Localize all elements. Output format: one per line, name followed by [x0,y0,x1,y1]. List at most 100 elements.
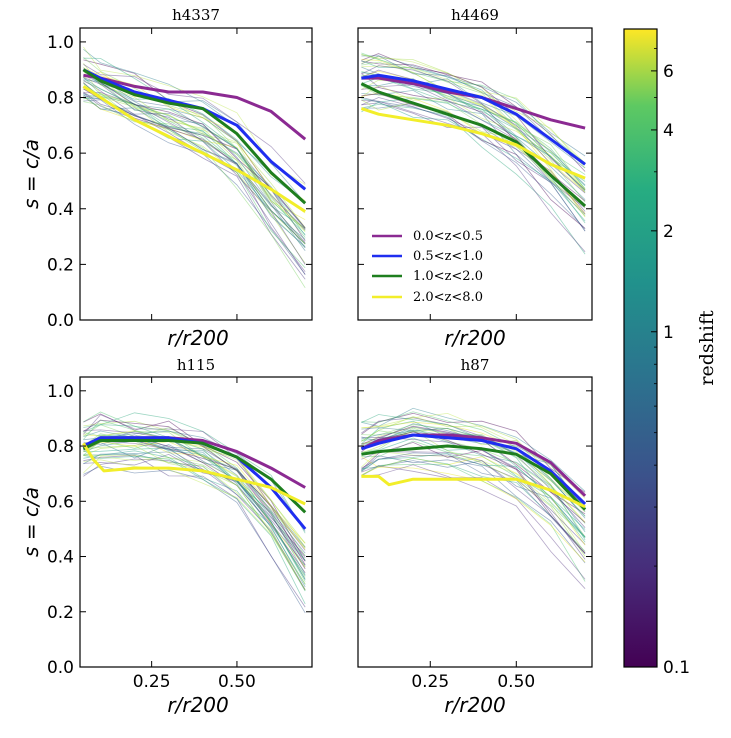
snapshot-curve [361,421,586,523]
snapshot-curve [83,98,306,240]
y-tick-label: 0.4 [47,548,74,568]
snapshot-curve [83,101,306,232]
snapshot-curve [83,424,306,575]
snapshot-curve [83,94,306,229]
snapshot-curve [83,79,306,236]
snapshot-curve [361,414,586,538]
series-line-3 [82,85,307,213]
y-tick-label: 1.0 [47,33,74,53]
snapshot-curve [83,70,306,229]
y-tick-label: 0.8 [47,89,74,109]
x-axis-label: r/r200 [167,326,228,350]
snapshot-curve [83,433,306,591]
snapshot-curve [83,59,306,242]
colorbar-tick-label: 0.1 [663,658,690,678]
snapshot-curve [361,60,586,191]
colorbar-tick-label: 2 [663,222,674,242]
plot-frame [357,376,593,668]
snapshot-curve [361,53,586,203]
snapshot-curve [83,83,306,264]
snapshot-curve [83,63,306,245]
series-line-3 [82,442,306,506]
snapshot-curve [83,71,306,214]
snapshot-curve [83,434,306,580]
y-tick-label: 0.0 [47,658,74,678]
x-axis-label: r/r200 [444,693,505,717]
series-line-2 [360,82,587,208]
snapshot-curve [83,96,306,247]
x-tick-label: 0.50 [497,672,535,692]
panel-title: h4469 [451,6,499,24]
snapshot-curve [361,454,586,545]
plot-frame [357,27,593,321]
y-tick-label: 0.4 [47,200,74,220]
snapshot-curve [361,453,586,530]
colorbar-tick-label: 4 [663,121,674,141]
snapshot-curve [361,460,586,537]
snapshot-curve [361,427,586,538]
snapshot-curve [83,413,306,562]
x-tick-label: 0.25 [411,672,449,692]
legend-label-3: 2.0<z<8.0 [413,290,483,305]
snapshot-curve [83,424,306,557]
y-tick-label: 0.0 [47,311,74,331]
snapshot-curve [361,407,586,492]
y-tick-label: 0.2 [47,255,74,275]
snapshot-curve [361,56,586,190]
snapshot-curve [83,430,306,588]
snapshot-curve [83,411,306,561]
snapshot-curve [83,458,306,557]
snapshot-curve [361,412,586,499]
snapshot-curve [83,419,306,570]
panel-title: h115 [177,356,215,374]
series-line-2 [82,439,307,514]
snapshot-curve [361,52,586,164]
x-tick-label: 0.25 [133,672,171,692]
panel-title: h4337 [172,6,220,24]
series-line-2 [361,444,587,511]
snapshot-curve [83,77,306,265]
panel-title: h87 [461,356,490,374]
snapshot-curve [83,454,306,591]
snapshot-curve [83,88,306,228]
series-line-3 [361,474,586,509]
series-line-2 [82,68,307,205]
snapshot-curve [83,57,306,235]
snapshot-curve [83,92,306,280]
colorbar-label: redshift [696,310,718,386]
y-tick-label: 0.8 [47,437,74,457]
snapshot-curve [83,414,306,551]
snapshot-curve [361,53,586,191]
snapshot-curve [83,82,306,231]
snapshot-curve [83,441,306,550]
snapshot-curve [361,457,586,552]
snapshot-curve [83,80,306,248]
snapshot-curve [83,434,306,554]
snapshot-curve [83,82,306,245]
panel-h4337: h4337 0.0 0.2 0.4 0.6 0.8 1.0 s = c/a r/r200 [19,6,313,350]
snapshot-curve [83,456,306,549]
y-tick-label: 1.0 [47,382,74,402]
snapshot-curve [83,445,306,585]
x-axis-label: r/r200 [167,693,228,717]
snapshot-curve [83,79,306,272]
legend-label-0: 0.0<z<0.5 [413,229,483,244]
snapshot-curve [361,93,586,229]
snapshot-curve [361,55,586,157]
y-axis-label: s = c/a [19,139,43,209]
snapshot-curve [83,64,306,184]
snapshot-curve [361,464,586,589]
legend-label-1: 0.5<z<1.0 [413,249,483,264]
snapshot-curve [361,456,586,546]
snapshot-curve [361,424,586,524]
snapshot-curve [83,412,306,534]
series-line-1 [361,73,586,166]
snapshot-curve [83,465,306,614]
snapshot-curve [83,454,306,608]
y-tick-label: 0.6 [47,144,74,164]
colorbar: 0.1 1 2 4 6 redshift [623,28,718,678]
snapshot-curve [83,442,306,548]
series-line-3 [360,107,586,180]
x-axis-label: r/r200 [444,326,505,350]
